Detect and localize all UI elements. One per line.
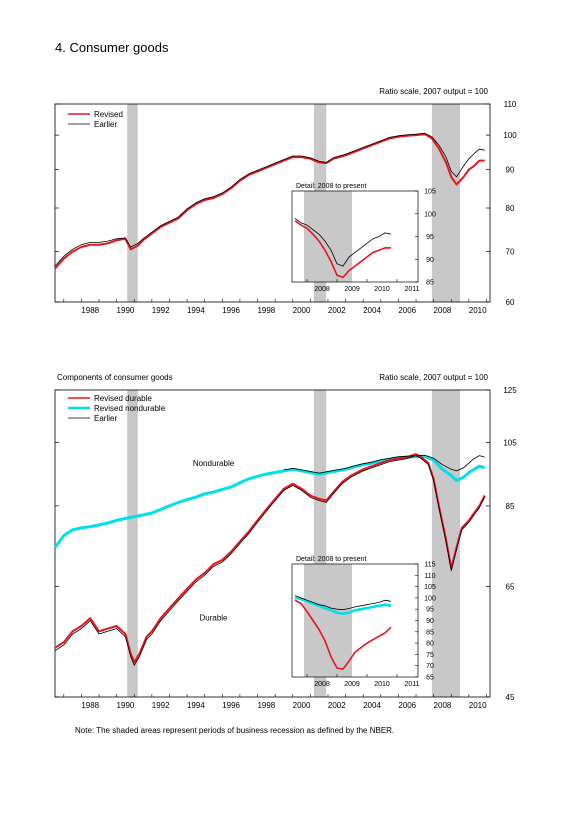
inset-y-tick-label: 115 [424, 562, 435, 569]
inset-series-earlier [294, 595, 392, 611]
inset-y-tick-label: 90 [426, 257, 434, 264]
x-tick-label: 1996 [222, 701, 240, 710]
y-tick-label: 85 [506, 502, 515, 511]
inset-x-tick-label: 2009 [344, 681, 360, 688]
recession-band [127, 390, 138, 697]
inset-x-tick-label: 2010 [374, 286, 390, 293]
annotation-nondurable: Nondurable [193, 459, 235, 468]
inset-y-tick-label: 85 [426, 280, 434, 287]
x-tick-label: 2004 [363, 306, 381, 315]
x-tick-label: 1994 [187, 306, 205, 315]
y-tick-label: 110 [504, 100, 517, 109]
x-tick-label: 2010 [469, 701, 487, 710]
x-tick-label: 1988 [81, 306, 99, 315]
inset-title: Detail: 2008 to present [296, 556, 366, 563]
chart-1: 60 70 80 90 100 110 1988 1990 1992 1994 1996 1998 20… [54, 87, 517, 315]
scale-label: Ratio scale, 2007 output = 100 [379, 87, 488, 96]
x-tick-label: 1990 [117, 306, 135, 315]
legend-label: Revised [94, 110, 123, 119]
x-tick-label: 1988 [81, 701, 99, 710]
series-line-earlier [54, 455, 486, 666]
series-line-earlier [283, 454, 485, 474]
inset-series-earlier [294, 217, 392, 267]
x-tick-label: 2006 [398, 306, 416, 315]
inset-series-revised-nondurable [294, 596, 392, 616]
series-line-revised [54, 133, 485, 270]
x-tick-label: 1998 [257, 701, 275, 710]
x-tick-label: 1992 [152, 306, 170, 315]
y-tick-label: 105 [503, 438, 517, 447]
inset-series-revised-durable [294, 599, 392, 670]
legend-label: Earlier [94, 120, 117, 129]
inset-y-tick-label: 65 [426, 675, 434, 682]
y-tick-label: 80 [506, 204, 515, 213]
chart-title: Components of consumer goods [57, 373, 173, 382]
y-tick-label: 70 [506, 248, 515, 257]
inset-x-tick-label: 2008 [314, 286, 330, 293]
inset-x-tick-label: 2011 [404, 286, 419, 293]
series-line-revised-nondurable [53, 454, 486, 549]
x-tick-label: 1990 [117, 701, 135, 710]
inset-y-tick-label: 110 [424, 573, 435, 580]
inset-y-tick-label: 90 [426, 618, 434, 625]
x-tick-label: 2002 [328, 701, 346, 710]
inset-x-tick-label: 2010 [374, 681, 390, 688]
x-tick-label: 2006 [398, 701, 416, 710]
y-tick-label: 100 [503, 131, 517, 140]
inset-x-tick-label: 2011 [404, 681, 419, 688]
inset-y-tick-label: 95 [426, 234, 434, 241]
series-line-earlier [54, 132, 485, 267]
inset-chart: Detail: 2008 to present 65 70 75 80 85 90 95 100… [291, 556, 436, 688]
x-tick-label: 1996 [222, 306, 240, 315]
x-tick-label: 2002 [328, 306, 346, 315]
inset-x-tick-label: 2008 [314, 681, 330, 688]
plot-frame [54, 103, 491, 303]
inset-y-tick-label: 100 [424, 595, 436, 602]
inset-y-tick-label: 105 [424, 584, 436, 591]
inset-y-tick-label: 70 [426, 663, 434, 670]
x-tick-label: 1992 [152, 701, 170, 710]
scale-label: Ratio scale, 2007 output = 100 [379, 373, 488, 382]
x-tick-label: 1998 [257, 306, 275, 315]
legend-label: Revised nondurable [94, 404, 166, 413]
inset-y-tick-label: 100 [424, 211, 436, 218]
inset-recession-band [304, 564, 352, 677]
legend-label: Revised durable [94, 394, 152, 403]
recession-band [431, 104, 461, 302]
x-tick-label: 1994 [187, 701, 205, 710]
footnote: Note: The shaded areas represent periods… [75, 726, 395, 735]
inset-y-tick-label: 75 [426, 652, 434, 659]
inset-title: Detail: 2008 to present [296, 183, 366, 190]
recession-band [127, 104, 138, 302]
y-tick-label: 65 [506, 583, 515, 592]
x-tick-label: 2010 [469, 306, 487, 315]
inset-y-tick-label: 105 [424, 189, 436, 196]
legend-label: Earlier [94, 414, 117, 423]
inset-y-tick-label: 95 [426, 607, 434, 614]
y-tick-label: 125 [503, 386, 517, 395]
x-tick-label: 2008 [434, 306, 452, 315]
inset-chart: Detail: 2008 to present 85 90 95 100 105 2008 2… [291, 183, 436, 293]
chart-2: 45 65 85 105 125 1988 1990 1992 1994 1996 1998 2000… [53, 373, 517, 710]
inset-y-tick-label: 85 [426, 629, 434, 636]
annotation-durable: Durable [199, 614, 228, 623]
inset-recession-band [304, 191, 352, 282]
inset-series-revised [294, 219, 391, 279]
y-tick-label: 45 [506, 693, 515, 702]
x-tick-label: 2008 [434, 701, 452, 710]
inset-x-tick-label: 2009 [344, 286, 360, 293]
y-tick-label: 60 [506, 298, 515, 307]
x-tick-label: 2000 [293, 306, 311, 315]
inset-y-tick-label: 80 [426, 641, 434, 648]
series-line-revised-durable [54, 453, 486, 664]
plot-frame [54, 389, 491, 698]
page-title: 4. Consumer goods [55, 40, 169, 55]
x-tick-label: 2000 [293, 701, 311, 710]
y-tick-label: 90 [506, 166, 515, 175]
x-tick-label: 2004 [363, 701, 381, 710]
